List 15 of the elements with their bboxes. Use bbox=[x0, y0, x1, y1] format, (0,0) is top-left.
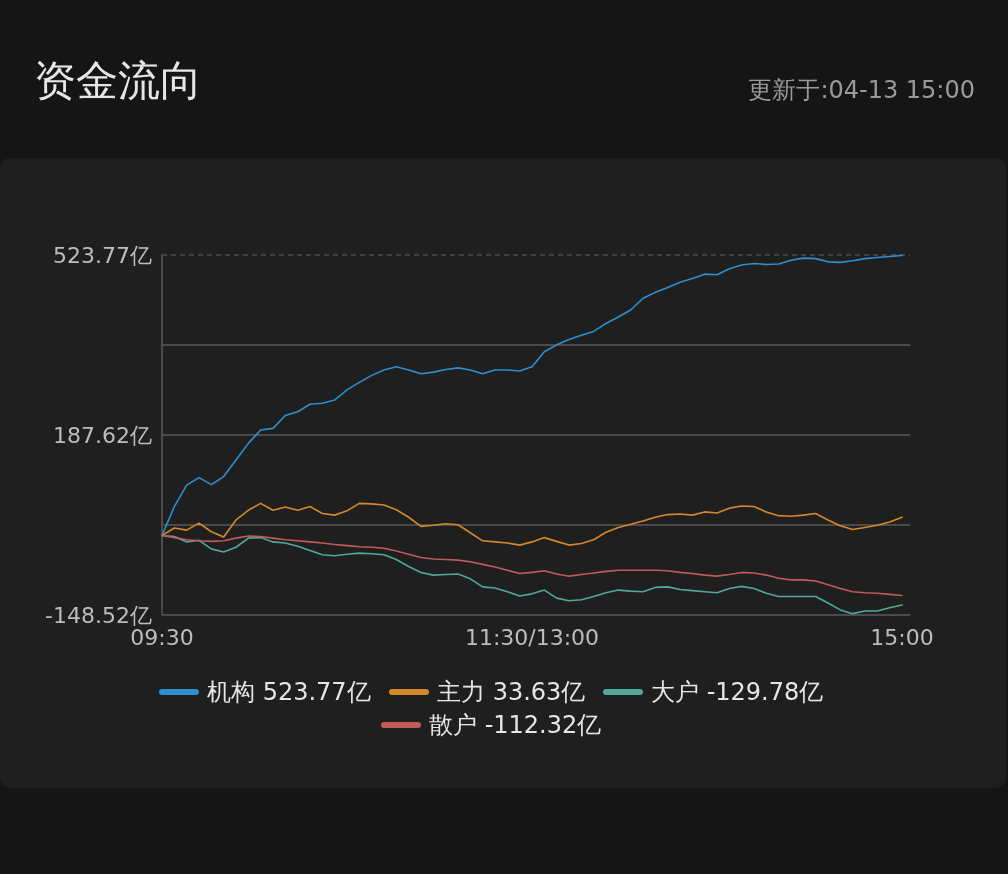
x-tick-label: 11:30/13:00 bbox=[464, 625, 600, 650]
x-tick-label: 15:00 bbox=[870, 625, 934, 650]
y-tick-label: 187.62亿 bbox=[53, 422, 152, 448]
y-tick-label: -148.52亿 bbox=[45, 602, 152, 628]
line-series bbox=[161, 534, 903, 597]
y-tick-label: 523.77亿 bbox=[53, 242, 152, 268]
chart-subtitle: 更新于:04-13 15:00 bbox=[748, 76, 975, 104]
chart-title: 资金流向 bbox=[34, 56, 202, 105]
line-series bbox=[161, 502, 903, 546]
legend-label: 散户 -112.32亿 bbox=[429, 711, 602, 740]
line-series bbox=[161, 254, 903, 537]
legend-label: 大户 -129.78亿 bbox=[651, 678, 824, 707]
x-tick-label: 09:30 bbox=[130, 625, 194, 650]
legend-label: 机构 523.77亿 bbox=[207, 678, 371, 707]
legend-label: 主力 33.63亿 bbox=[437, 678, 586, 707]
